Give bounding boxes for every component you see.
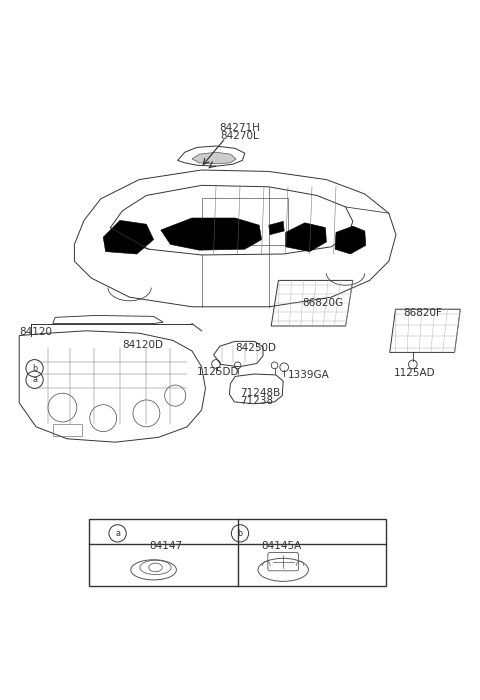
- Polygon shape: [335, 226, 366, 254]
- Text: 71238: 71238: [240, 396, 273, 407]
- Text: 84271H: 84271H: [219, 123, 261, 133]
- Polygon shape: [286, 223, 326, 251]
- Text: 84120D: 84120D: [122, 340, 163, 350]
- Text: 84270L: 84270L: [221, 131, 259, 141]
- Text: a: a: [32, 375, 37, 384]
- Text: 1125AD: 1125AD: [394, 368, 435, 378]
- Text: 71248B: 71248B: [240, 389, 280, 398]
- Polygon shape: [269, 221, 284, 234]
- Polygon shape: [161, 218, 262, 250]
- Polygon shape: [192, 152, 236, 164]
- Text: 86820F: 86820F: [403, 307, 442, 318]
- Text: 84145A: 84145A: [262, 541, 302, 551]
- Text: 84250D: 84250D: [235, 342, 276, 353]
- Bar: [89, 519, 386, 586]
- Text: 84120: 84120: [19, 327, 52, 337]
- Text: b: b: [32, 364, 37, 372]
- Polygon shape: [103, 220, 154, 254]
- Text: 86820G: 86820G: [302, 298, 344, 308]
- Text: b: b: [238, 529, 242, 538]
- Text: a: a: [115, 529, 120, 538]
- Bar: [202, 198, 288, 246]
- Text: 1125DD: 1125DD: [197, 367, 240, 377]
- Text: 1339GA: 1339GA: [288, 370, 330, 380]
- Text: 84147: 84147: [149, 541, 182, 551]
